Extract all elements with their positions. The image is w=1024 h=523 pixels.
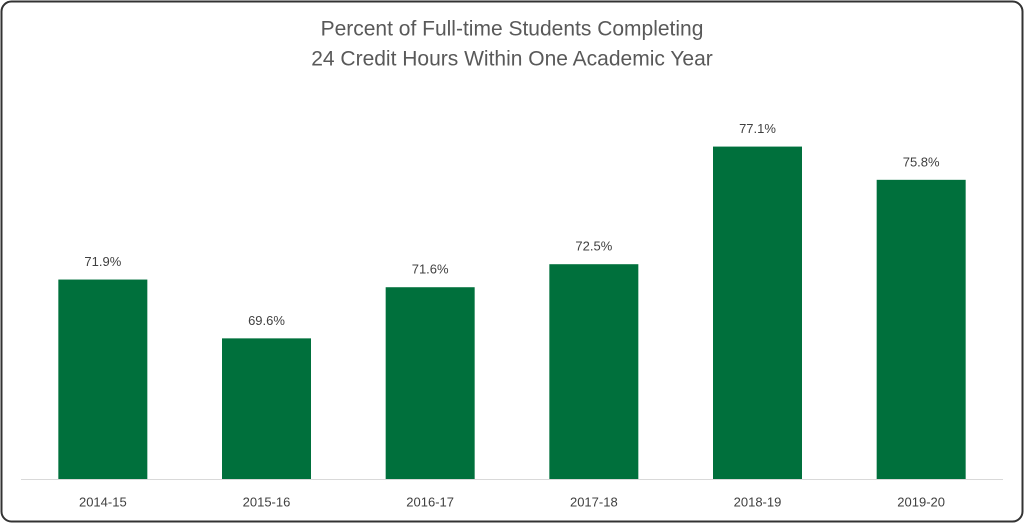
x-tick-label: 2017-18 [570, 494, 618, 509]
x-tick-label: 2016-17 [406, 494, 454, 509]
x-tick-label: 2018-19 [734, 494, 782, 509]
chart-title: 24 Credit Hours Within One Academic Year [311, 48, 713, 71]
bar [222, 338, 311, 479]
chart-title: Percent of Full-time Students Completing [321, 18, 704, 41]
x-tick-label: 2014-15 [79, 494, 127, 509]
x-tick-label: 2019-20 [897, 494, 945, 509]
bar [385, 287, 475, 479]
value-label: 72.5% [575, 239, 612, 254]
value-label: 77.1% [739, 121, 776, 136]
value-label: 71.6% [412, 262, 449, 277]
value-label: 75.8% [903, 154, 940, 169]
bar [876, 179, 966, 479]
bar [713, 146, 802, 479]
value-label: 71.9% [84, 254, 121, 269]
value-label: 69.6% [248, 313, 285, 328]
bar [58, 279, 148, 479]
bar [549, 264, 639, 479]
x-tick-label: 2015-16 [243, 494, 291, 509]
